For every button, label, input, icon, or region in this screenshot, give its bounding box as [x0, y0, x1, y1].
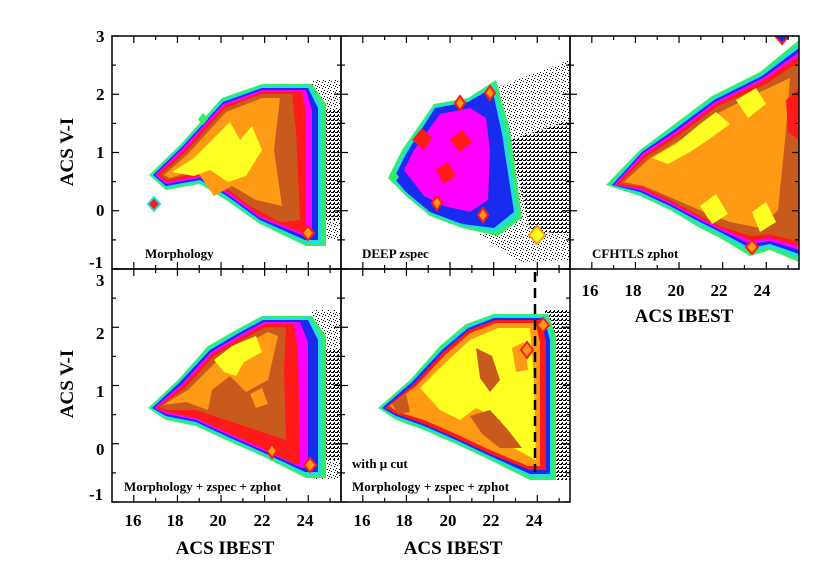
ytick-label-top: 3	[96, 27, 105, 46]
outlier-diamond	[483, 84, 497, 102]
x-axis-label: ACS IBEST	[404, 538, 503, 559]
ytick-label-bottom: 1	[96, 382, 105, 401]
y-axis-label-bottom: ACS V-I	[57, 350, 78, 418]
xtick-label: 18	[167, 511, 184, 530]
panel-label-secondary: with μ cut	[352, 456, 408, 471]
ytick-label-bottom: 0	[96, 440, 105, 459]
ytick-label-bottom: -1	[89, 485, 103, 504]
ytick-label-bottom: 3	[96, 271, 105, 290]
panel-label: CFHTLS zphot	[592, 246, 679, 261]
panel-deep-zspec	[388, 60, 570, 262]
xtick-label: 16	[354, 511, 371, 530]
outlier-diamond	[198, 113, 208, 125]
xtick-label: 20	[440, 511, 457, 530]
xtick-label: 20	[210, 511, 227, 530]
dense-outlier-band	[510, 120, 570, 235]
contour-red	[412, 128, 432, 150]
panel-mu-cut	[378, 310, 570, 480]
contour-yellow	[752, 202, 776, 232]
outlier-diamond	[535, 316, 551, 334]
xtick-label: 16	[582, 281, 599, 300]
outlier-diamond	[265, 442, 279, 460]
xtick-label: 18	[625, 281, 642, 300]
contour-brown	[392, 394, 410, 414]
panel-label: Morphology	[145, 246, 214, 261]
outlier-diamond	[527, 224, 547, 246]
contour-red	[786, 88, 799, 140]
contour-yellow	[736, 88, 766, 118]
ytick-label-top: -1	[89, 253, 103, 272]
ytick-label-bottom: 2	[96, 324, 105, 343]
xtick-label: 24	[526, 511, 544, 530]
xtick-labels-top-right: 16 18 20 22 24	[582, 281, 772, 300]
xtick-label: 16	[125, 511, 142, 530]
contour-brown	[476, 348, 500, 392]
y-axis-label-top: ACS V-I	[57, 118, 78, 186]
tick-marks	[112, 35, 799, 503]
xtick-label: 24	[297, 511, 315, 530]
outlier-diamond	[391, 172, 399, 182]
xtick-label: 20	[668, 281, 685, 300]
contour-yellow	[172, 122, 262, 182]
ytick-label-top: 0	[96, 201, 105, 220]
panel-morphology	[146, 80, 340, 246]
ytick-label-top: 2	[96, 85, 105, 104]
outlier-diamond	[519, 340, 535, 360]
contour-yellow	[700, 194, 728, 224]
contour-orange	[250, 388, 268, 408]
xtick-label: 22	[483, 511, 500, 530]
contour-yellow	[652, 112, 730, 164]
outlier-diamond	[430, 194, 444, 212]
xtick-labels-bottom-middle: 16 18 20 22 24	[354, 511, 544, 530]
xtick-label: 22	[711, 281, 728, 300]
xtick-label: 24	[754, 281, 772, 300]
contour-red	[436, 162, 456, 184]
contour-brown	[470, 410, 522, 448]
contour-yellow	[214, 336, 262, 376]
xtick-label: 18	[396, 511, 413, 530]
ytick-label-top: 1	[96, 143, 105, 162]
outlier-diamond	[146, 195, 162, 213]
outlier-diamond	[476, 206, 490, 224]
outlier-diamond	[453, 94, 467, 112]
panel-cfhtls-zphot	[606, 36, 799, 262]
xtick-label: 22	[254, 511, 271, 530]
outlier-diamond	[744, 238, 760, 256]
panel-label: DEEP zspec	[362, 246, 429, 261]
panel-label: Morphology + zspec + zphot	[352, 479, 510, 494]
outlier-diamond	[300, 224, 316, 242]
contour-red	[450, 130, 472, 152]
contour-yellow	[420, 328, 536, 460]
dense-outlier-band	[322, 110, 340, 220]
x-axis-label: ACS IBEST	[176, 538, 275, 559]
panel-label: Morphology + zspec + zphot	[124, 479, 282, 494]
x-axis-label: ACS IBEST	[635, 306, 734, 327]
outlier-diamond	[774, 36, 790, 46]
outlier-diamond	[302, 456, 318, 474]
xtick-labels-bottom-left: 16 18 20 22 24	[125, 511, 315, 530]
contour-magenta	[404, 108, 490, 212]
panel-morphology-zspec-zphot	[148, 310, 340, 480]
dense-outlier-band	[322, 350, 340, 460]
